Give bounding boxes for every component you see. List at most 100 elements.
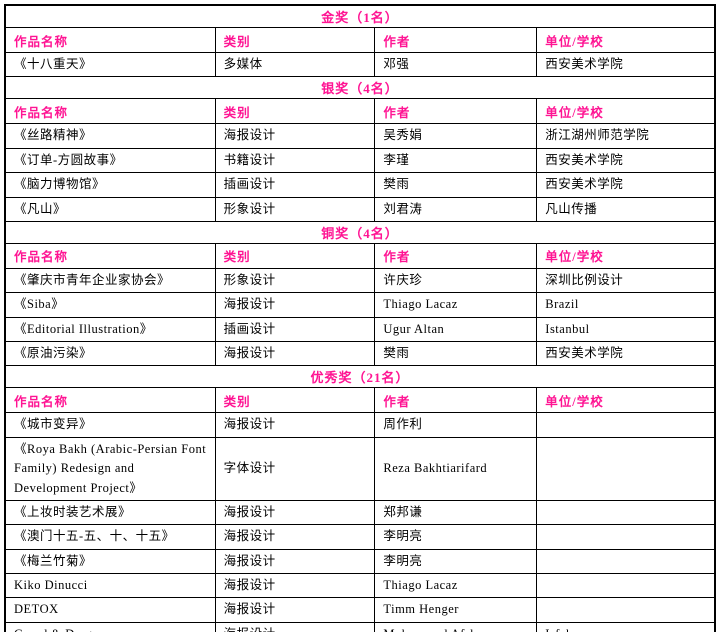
work-title-cell: Guard & Dragon [4,621,216,632]
organization-cell [536,524,716,550]
author-cell: Timm Henger [374,597,538,623]
work-title-cell: Kiko Dinucci [4,572,216,599]
column-header: 作品名称 [4,387,216,414]
category-cell: 海报设计 [214,597,376,623]
work-title-cell: 《丝路精神》 [4,123,216,149]
author-cell: 邓强 [374,51,538,78]
table-row: 《脑力博物馆》 插画设计 樊雨 西安美术学院 [4,172,716,198]
author-cell: Reza Bakhtiarifard [374,436,538,501]
work-title-cell: 《十八重天》 [4,51,216,78]
category-cell: 海报设计 [214,572,376,599]
organization-cell: 深圳比例设计 [536,267,716,294]
work-title-cell: 《脑力博物馆》 [4,172,216,198]
work-title-cell: 《Siba》 [4,292,216,318]
organization-cell [536,548,716,575]
author-cell: 李瑾 [374,147,538,174]
category-cell: 海报设计 [214,412,376,438]
table-row: 《Siba》 海报设计 Thiago Lacaz Brazil [4,292,716,318]
table-row: 《凡山》 形象设计 刘君涛 凡山传播 [4,196,716,222]
work-title-cell: 《梅兰竹菊》 [4,548,216,575]
author-cell: 李明亮 [374,524,538,550]
column-header: 作品名称 [4,98,216,125]
organization-cell: Brazil [536,292,716,318]
category-cell: 插画设计 [214,172,376,198]
organization-cell: 浙江湖州师范学院 [536,123,716,149]
organization-cell [536,499,716,526]
section-band-row: 金奖（1名） [4,4,716,28]
table-row: 《澳门十五-五、十、十五》 海报设计 李明亮 [4,524,716,550]
work-title-cell: 《上妆时装艺术展》 [4,499,216,526]
table-row: DETOX 海报设计 Timm Henger [4,597,716,623]
organization-cell: Istanbul [536,316,716,343]
category-cell: 海报设计 [214,123,376,149]
organization-cell: Isfahan [536,621,716,632]
column-header: 类别 [214,242,376,269]
section-title: 银奖（4名） [4,76,716,100]
table-row: 《肇庆市青年企业家协会》 形象设计 许庆珍 深圳比例设计 [4,267,716,294]
organization-cell: 西安美术学院 [536,172,716,198]
column-header: 单位/学校 [536,242,716,269]
column-header-row: 作品名称 类别 作者 单位/学校 [4,27,716,53]
organization-cell [536,597,716,623]
category-cell: 海报设计 [214,499,376,526]
table-row: 《上妆时装艺术展》 海报设计 郑邦谦 [4,499,716,526]
organization-cell: 西安美术学院 [536,51,716,78]
table-row: 《Editorial Illustration》 插画设计 Ugur Altan Is… [4,316,716,343]
section-band-row: 优秀奖（21名） [4,365,716,389]
column-header-row: 作品名称 类别 作者 单位/学校 [4,387,716,414]
column-header: 作者 [374,242,538,269]
category-cell: 书籍设计 [214,147,376,174]
section-band-row: 银奖（4名） [4,76,716,100]
column-header: 单位/学校 [536,98,716,125]
work-title-cell: 《凡山》 [4,196,216,222]
column-header: 作品名称 [4,27,216,53]
work-title-cell: 《澳门十五-五、十、十五》 [4,524,216,550]
author-cell: 樊雨 [374,172,538,198]
category-cell: 海报设计 [214,524,376,550]
organization-cell [536,436,716,501]
organization-cell [536,572,716,599]
category-cell: 形象设计 [214,267,376,294]
table-row: 《梅兰竹菊》 海报设计 李明亮 [4,548,716,575]
author-cell: 刘君涛 [374,196,538,222]
section-band-row: 铜奖（4名） [4,220,716,244]
author-cell: 许庆珍 [374,267,538,294]
category-cell: 形象设计 [214,196,376,222]
work-title-cell: 《原油污染》 [4,340,216,367]
author-cell: Thiago Lacaz [374,292,538,318]
table-row: 《原油污染》 海报设计 樊雨 西安美术学院 [4,340,716,367]
column-header-row: 作品名称 类别 作者 单位/学校 [4,242,716,269]
table-row: 《Roya Bakh (Arabic-Persian Font Family) … [4,436,716,501]
organization-cell: 凡山传播 [536,196,716,222]
author-cell: 郑邦谦 [374,499,538,526]
author-cell: 李明亮 [374,548,538,575]
awards-table-body: 金奖（1名） 作品名称 类别 作者 单位/学校 《十八重天》 多媒体 邓强 西安美术学院 银奖（4… [4,4,716,632]
work-title-cell: 《Roya Bakh (Arabic-Persian Font Family) … [4,436,216,501]
column-header: 类别 [214,387,376,414]
work-title-cell: 《Editorial Illustration》 [4,316,216,343]
work-title-cell: 《订单-方圆故事》 [4,147,216,174]
category-cell: 插画设计 [214,316,376,343]
work-title-cell: 《城市变异》 [4,412,216,438]
table-row: 《丝路精神》 海报设计 吴秀娟 浙江湖州师范学院 [4,123,716,149]
table-row: 《城市变异》 海报设计 周作利 [4,412,716,438]
column-header: 作者 [374,387,538,414]
author-cell: 周作利 [374,412,538,438]
category-cell: 海报设计 [214,292,376,318]
author-cell: Mohammad Afshar [374,621,538,632]
column-header: 单位/学校 [536,27,716,53]
category-cell: 多媒体 [214,51,376,78]
author-cell: 吴秀娟 [374,123,538,149]
category-cell: 海报设计 [214,340,376,367]
table-row: Kiko Dinucci 海报设计 Thiago Lacaz [4,572,716,599]
category-cell: 字体设计 [214,436,376,501]
category-cell: 海报设计 [214,621,376,632]
table-row: Guard & Dragon海报设计Mohammad AfsharIsfahan [4,621,716,632]
awards-table: 金奖（1名） 作品名称 类别 作者 单位/学校 《十八重天》 多媒体 邓强 西安美术学院 银奖（4… [4,4,716,632]
category-cell: 海报设计 [214,548,376,575]
author-cell: 樊雨 [374,340,538,367]
section-title: 优秀奖（21名） [4,365,716,389]
organization-cell [536,412,716,438]
column-header: 作品名称 [4,242,216,269]
table-row: 《订单-方圆故事》 书籍设计 李瑾 西安美术学院 [4,147,716,174]
